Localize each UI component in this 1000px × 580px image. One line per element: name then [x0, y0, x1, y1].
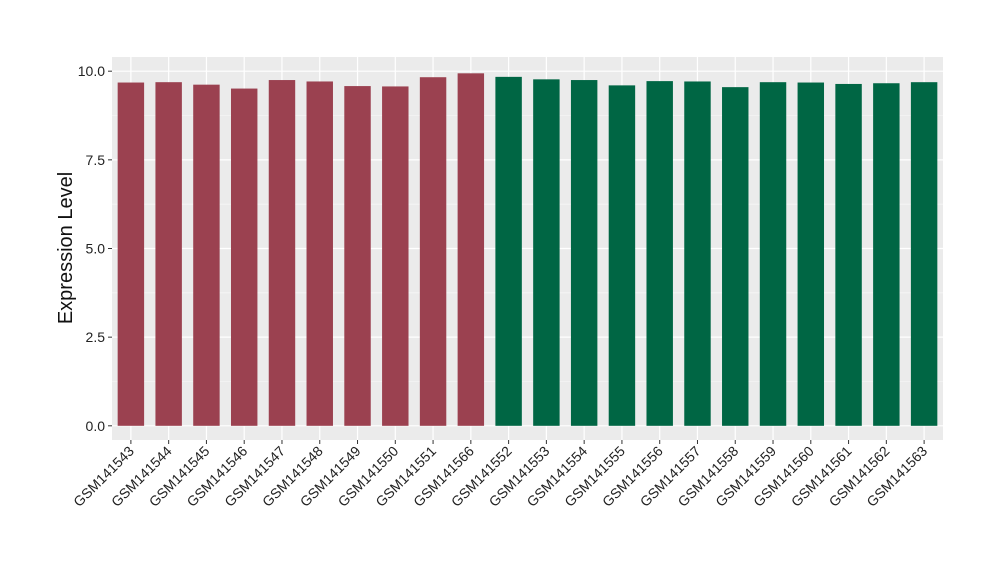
bar — [344, 86, 371, 426]
y-tick-label: 2.5 — [86, 329, 106, 345]
bar — [306, 81, 333, 426]
y-axis: 0.0 2.5 5.0 7.5 10.0 — [78, 63, 112, 434]
bar — [230, 88, 258, 426]
y-tick-label: 0.0 — [86, 418, 106, 434]
bar — [533, 79, 560, 426]
bar — [684, 81, 711, 426]
bar — [268, 80, 296, 426]
bar — [117, 82, 145, 426]
y-tick-label: 7.5 — [86, 152, 106, 168]
bar — [457, 73, 485, 426]
bar — [608, 85, 636, 426]
y-axis-title: Expression Level — [55, 172, 77, 324]
bar — [797, 82, 825, 426]
bars — [117, 73, 938, 426]
bar — [155, 82, 182, 426]
y-tick-label: 10.0 — [78, 63, 105, 79]
bar — [382, 86, 409, 426]
bar — [570, 80, 598, 426]
bar — [873, 83, 900, 426]
bar — [759, 82, 787, 426]
y-tick-label: 5.0 — [86, 241, 106, 257]
bar — [419, 77, 447, 426]
bar — [646, 81, 673, 426]
bar — [495, 76, 522, 426]
bar — [835, 83, 862, 426]
x-axis: GSM141543GSM141544GSM141545GSM141546GSM1… — [70, 440, 930, 510]
bar — [722, 87, 749, 426]
bar — [910, 82, 938, 426]
bar — [193, 84, 220, 426]
